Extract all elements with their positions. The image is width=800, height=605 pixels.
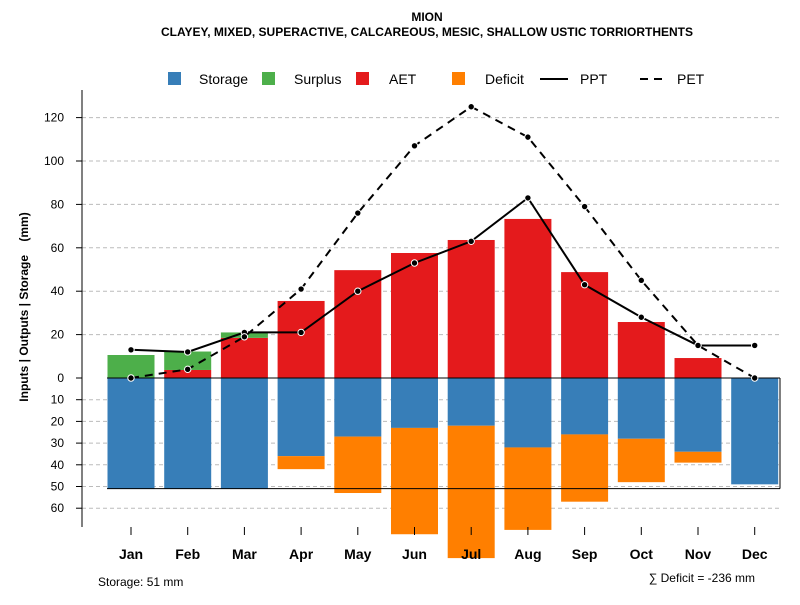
y-tick-label: 40	[51, 458, 65, 472]
ppt-line	[130, 196, 755, 353]
ppt-point	[637, 313, 645, 321]
deficit-bar	[561, 434, 609, 502]
legend-label-ppt: PPT	[580, 71, 608, 87]
storage-bar	[164, 378, 212, 489]
pet-point	[751, 374, 759, 382]
x-tick-label: May	[344, 546, 371, 562]
chart-title: MION	[411, 10, 442, 24]
storage-bar	[277, 378, 325, 457]
aet-bar	[334, 270, 382, 378]
y-tick-label: 100	[44, 154, 64, 168]
y-tick-label: 60	[51, 241, 65, 255]
pet-point	[467, 103, 475, 111]
legend-swatch-surplus	[262, 72, 275, 85]
x-tick-label: Sep	[572, 546, 598, 562]
storage-bar	[504, 378, 552, 448]
aet-bar	[277, 300, 325, 378]
y-tick-label: 30	[51, 436, 65, 450]
aet-bar	[561, 272, 609, 378]
deficit-bar	[617, 438, 665, 483]
ppt-point	[580, 280, 589, 289]
legend-label-pet: PET	[677, 71, 705, 87]
legend-label-storage: Storage	[199, 71, 248, 87]
deficit-bar	[674, 451, 722, 463]
legend-label-aet: AET	[389, 71, 417, 87]
chart-subtitle: CLAYEY, MIXED, SUPERACTIVE, CALCAREOUS, …	[161, 25, 693, 39]
y-tick-label: 50	[51, 480, 65, 494]
y-tick-label: 0	[57, 371, 64, 385]
y-tick-label: 10	[51, 393, 65, 407]
y-tick-label: 20	[51, 328, 65, 342]
deficit-bar	[391, 427, 438, 535]
surplus-bar	[107, 354, 155, 378]
x-tick-label: Jan	[119, 546, 143, 562]
ppt-point	[297, 328, 305, 337]
storage-bar	[447, 378, 495, 426]
legend-swatch-storage	[168, 72, 181, 85]
storage-bar	[674, 378, 722, 452]
y-tick-label: 40	[51, 284, 65, 298]
pet-point	[694, 341, 702, 350]
storage-bar	[391, 378, 438, 428]
ppt-point	[184, 348, 192, 356]
x-tick-label: Oct	[630, 546, 654, 562]
x-tick-label: Jul	[461, 546, 481, 562]
pet-point	[524, 133, 532, 141]
footer-storage: Storage: 51 mm	[98, 575, 183, 589]
storage-bar	[220, 378, 268, 489]
pet-point	[240, 333, 249, 341]
pet-point	[127, 374, 135, 382]
y-tick-label: 80	[51, 197, 65, 211]
aet-bar	[674, 358, 722, 378]
ppt-point	[354, 287, 362, 295]
legend-swatch-deficit	[452, 72, 465, 85]
deficit-bar	[277, 456, 325, 470]
footer-deficit: ∑ Deficit = -236 mm	[649, 571, 755, 585]
aet-bar	[617, 322, 665, 378]
pet-point	[297, 285, 305, 293]
storage-bar	[107, 378, 155, 489]
pet-point	[184, 365, 192, 374]
y-axis-label: Inputs | Outputs | Storage (mm)	[17, 212, 31, 401]
deficit-bar	[447, 425, 495, 559]
pet-point	[354, 209, 362, 217]
ppt-point	[467, 237, 475, 245]
x-tick-label: Feb	[175, 546, 200, 562]
ppt-point	[524, 194, 532, 202]
y-tick-label: 20	[51, 414, 65, 428]
legend-label-surplus: Surplus	[294, 71, 341, 87]
aet-bar	[164, 369, 212, 378]
aet-bar	[220, 337, 268, 378]
y-tick-label: 60	[51, 501, 65, 515]
x-tick-label: Apr	[289, 546, 314, 562]
x-tick-label: Aug	[514, 546, 541, 562]
legend-swatch-aet	[356, 72, 369, 85]
ppt-point	[127, 346, 135, 354]
legend-label-deficit: Deficit	[485, 71, 524, 87]
deficit-bar	[334, 436, 382, 494]
storage-bar	[731, 378, 779, 485]
x-tick-label: Jun	[402, 546, 427, 562]
aet-bar	[447, 239, 495, 378]
storage-bar	[334, 378, 382, 437]
aet-bar	[391, 253, 438, 378]
x-tick-label: Dec	[742, 546, 768, 562]
x-tick-label: Nov	[685, 546, 712, 562]
surplus-bar	[164, 351, 212, 370]
storage-bar	[561, 378, 609, 435]
pet-point	[410, 142, 419, 150]
y-tick-label: 120	[44, 111, 64, 125]
storage-bar	[617, 378, 665, 439]
pet-point	[580, 202, 589, 211]
x-tick-label: Mar	[232, 546, 257, 562]
ppt-point	[410, 259, 419, 267]
ppt-point	[751, 341, 759, 350]
aet-bar	[504, 218, 552, 378]
pet-point	[637, 276, 645, 285]
